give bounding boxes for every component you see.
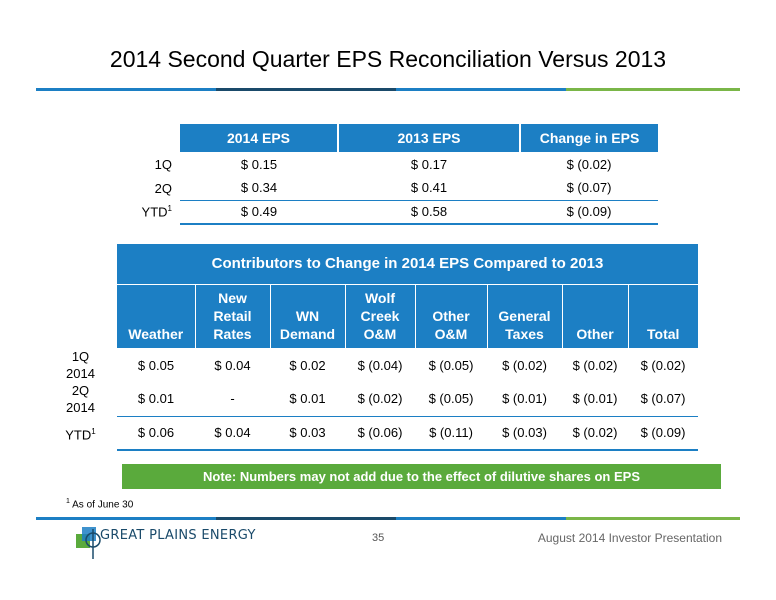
row-label: YTD1 <box>141 204 172 220</box>
eps-table: 2014 EPS 2013 EPS Change in EPS 1Q $ 0.1… <box>116 124 658 225</box>
table-row: 2Q 2014 $ 0.01 - $ 0.01 $ (0.02) $ (0.05)… <box>44 382 698 417</box>
footer-rule <box>36 517 740 520</box>
logo-wordmark: GREAT PLAINS ENERGY <box>100 528 256 543</box>
eps-cell: $ (0.07) <box>520 176 658 201</box>
eps-header: Change in EPS <box>520 124 658 152</box>
column-header: WN Demand <box>270 283 346 348</box>
contributors-heading: Contributors to Change in 2014 EPS Compa… <box>117 244 698 284</box>
title-rule <box>36 88 740 91</box>
eps-cell: $ (0.09) <box>520 200 658 225</box>
contrib-cell: - <box>195 382 270 417</box>
footnote: 1 As of June 30 <box>66 498 134 511</box>
contrib-cell: $ (0.05) <box>415 382 487 417</box>
eps-header: 2014 EPS <box>180 124 339 152</box>
slide-title: 2014 Second Quarter EPS Reconciliation V… <box>109 46 667 72</box>
contrib-cell: $ (0.02) <box>572 357 618 373</box>
contrib-cell: $ (0.02) <box>562 416 628 451</box>
presentation-title: August 2014 Investor Presentation <box>537 531 722 545</box>
contrib-cell: $ (0.09) <box>628 416 698 451</box>
page-number: 35 <box>372 532 385 544</box>
column-header: Wolf Creek O&M <box>345 283 416 348</box>
eps-cell: $ 0.34 <box>180 176 338 201</box>
row-label: 1Q <box>154 156 172 172</box>
great-plains-energy-logo-icon <box>76 527 101 559</box>
contrib-cell: $ 0.03 <box>270 416 345 451</box>
contrib-cell: $ 0.05 <box>137 357 175 373</box>
contributors-table: Contributors to Change in 2014 EPS Compa… <box>44 244 698 451</box>
row-label: 2Q 2014 <box>66 383 95 415</box>
eps-cell: $ 0.17 <box>410 156 448 172</box>
note-banner: Note: Numbers may not add due to the eff… <box>122 464 721 489</box>
table-row: 1Q 2014 $ 0.05 $ 0.04 $ 0.02 $ (0.04) $ (… <box>44 348 698 382</box>
contrib-cell: $ (0.01) <box>562 382 628 417</box>
row-label: YTD1 <box>65 426 96 443</box>
eps-header: 2013 EPS <box>338 124 521 152</box>
eps-cell: $ 0.15 <box>240 156 278 172</box>
contrib-cell: $ 0.04 <box>195 416 270 451</box>
column-header: Weather <box>117 283 196 348</box>
table-row: YTD1 $ 0.06 $ 0.04 $ 0.03 $ (0.06) $ (0.… <box>44 416 698 451</box>
table-row: YTD1 $ 0.49 $ 0.58 $ (0.09) <box>116 200 658 225</box>
eps-cell: $ 0.41 <box>338 176 520 201</box>
contrib-cell: $ (0.02) <box>345 382 415 417</box>
contrib-cell: $ (0.02) <box>502 357 547 373</box>
row-label: 2Q <box>154 180 172 196</box>
row-label: 1Q 2014 <box>66 349 95 381</box>
table-row: 2Q $ 0.34 $ 0.41 $ (0.07) <box>116 176 658 201</box>
contrib-cell: $ (0.01) <box>487 382 562 417</box>
column-header: Other O&M <box>415 283 488 348</box>
contrib-cell: $ 0.04 <box>214 357 251 373</box>
contrib-cell: $ (0.07) <box>628 382 698 417</box>
table-row: 1Q $ 0.15 $ 0.17 $ (0.02) <box>116 152 658 176</box>
contrib-cell: $ (0.11) <box>415 416 487 451</box>
contrib-cell: $ (0.03) <box>487 416 562 451</box>
contrib-cell: $ (0.06) <box>345 416 415 451</box>
column-header: Other <box>562 283 629 348</box>
contrib-cell: $ (0.04) <box>357 357 403 373</box>
eps-cell: $ 0.49 <box>180 200 338 225</box>
column-header: Total <box>628 283 698 348</box>
contrib-cell: $ (0.02) <box>640 357 686 373</box>
column-header: New Retail Rates <box>195 283 271 348</box>
contrib-cell: $ 0.06 <box>117 416 195 451</box>
contrib-cell: $ 0.01 <box>117 382 195 417</box>
eps-cell: $ 0.58 <box>338 200 520 225</box>
column-header: General Taxes <box>487 283 563 348</box>
contrib-cell: $ (0.05) <box>428 357 474 373</box>
contrib-cell: $ 0.01 <box>270 382 345 417</box>
eps-cell: $ (0.02) <box>566 156 612 172</box>
contrib-cell: $ 0.02 <box>289 357 326 373</box>
